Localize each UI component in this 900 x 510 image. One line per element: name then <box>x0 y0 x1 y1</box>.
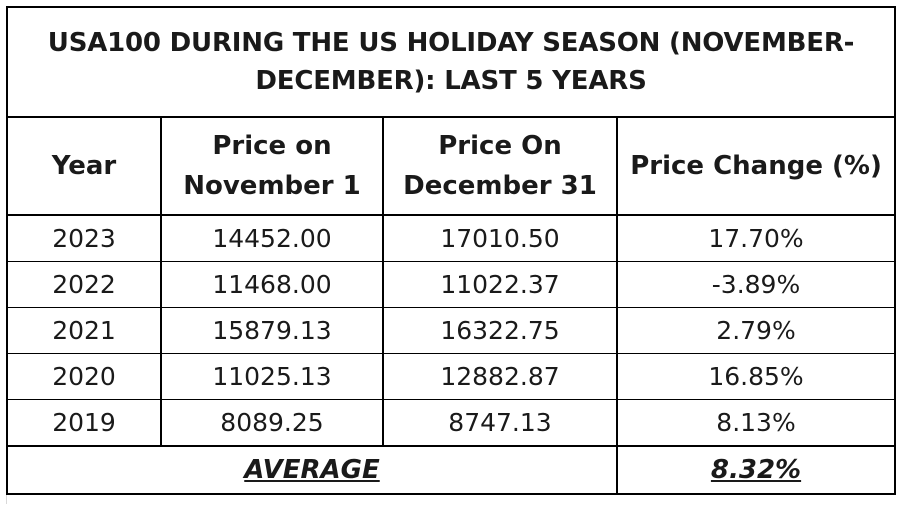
header-price-change: Price Change (%) <box>615 116 897 216</box>
table-row: 2019 8089.25 8747.13 8.13% <box>6 399 897 447</box>
holiday-season-table: USA100 DURING THE US HOLIDAY SEASON (NOV… <box>5 6 897 495</box>
table-row: 2023 14452.00 17010.50 17.70% <box>6 214 897 262</box>
header-year: Year <box>6 116 162 216</box>
cell-price-change[interactable]: 2.79% <box>615 307 897 354</box>
table-title: USA100 DURING THE US HOLIDAY SEASON (NOV… <box>5 6 897 118</box>
cell-price-change[interactable]: 8.13% <box>615 399 897 447</box>
average-label[interactable]: AVERAGE <box>6 445 618 495</box>
title-row: USA100 DURING THE US HOLIDAY SEASON (NOV… <box>5 6 897 118</box>
cell-year[interactable]: 2022 <box>6 261 162 308</box>
cell-year[interactable]: 2021 <box>6 307 162 354</box>
cell-price-dec31[interactable]: 11022.37 <box>382 261 618 308</box>
header-dec-line2: December 31 <box>403 171 597 201</box>
cell-price-dec31[interactable]: 17010.50 <box>382 214 618 262</box>
table-row: 2022 11468.00 11022.37 -3.89% <box>6 261 897 308</box>
table-row: 2020 11025.13 12882.87 16.85% <box>6 353 897 400</box>
cell-price-nov1[interactable]: 11025.13 <box>160 353 384 400</box>
cell-price-nov1[interactable]: 15879.13 <box>160 307 384 354</box>
cell-price-nov1[interactable]: 14452.00 <box>160 214 384 262</box>
header-price-november-1: Price on November 1 <box>160 116 384 216</box>
cell-price-dec31[interactable]: 16322.75 <box>382 307 618 354</box>
cell-price-dec31[interactable]: 8747.13 <box>382 399 618 447</box>
cell-price-dec31[interactable]: 12882.87 <box>382 353 618 400</box>
average-row: AVERAGE 8.32% <box>6 445 897 495</box>
header-dec-line1: Price On <box>438 131 562 161</box>
cell-price-change[interactable]: -3.89% <box>615 261 897 308</box>
cell-price-nov1[interactable]: 8089.25 <box>160 399 384 447</box>
cell-year[interactable]: 2023 <box>6 214 162 262</box>
header-price-december-31: Price On December 31 <box>382 116 618 216</box>
cell-year[interactable]: 2020 <box>6 353 162 400</box>
cell-price-nov1[interactable]: 11468.00 <box>160 261 384 308</box>
cell-price-change[interactable]: 17.70% <box>615 214 897 262</box>
table-row: 2021 15879.13 16322.75 2.79% <box>6 307 897 354</box>
cell-price-change[interactable]: 16.85% <box>615 353 897 400</box>
header-row: Year Price on November 1 Price On Decemb… <box>6 116 897 216</box>
header-nov-line1: Price on <box>212 131 332 161</box>
spreadsheet-area: USA100 DURING THE US HOLIDAY SEASON (NOV… <box>5 6 897 504</box>
cell-year[interactable]: 2019 <box>6 399 162 447</box>
header-nov-line2: November 1 <box>183 171 361 201</box>
average-value[interactable]: 8.32% <box>615 445 897 495</box>
